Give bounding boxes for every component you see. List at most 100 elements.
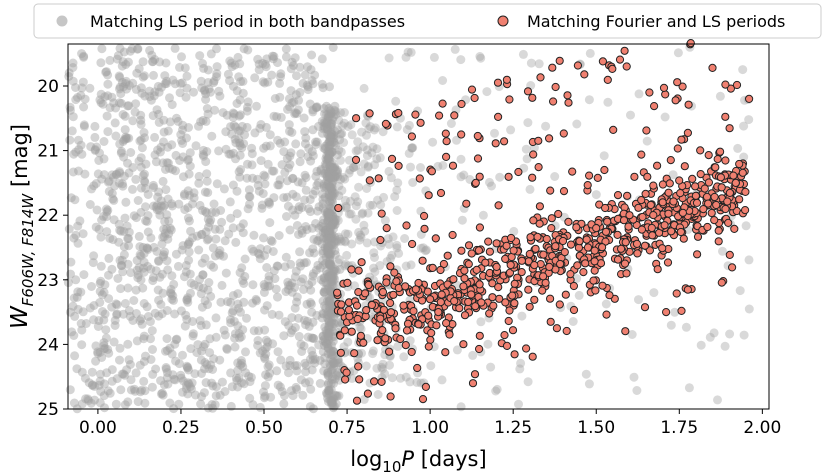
scatter-point: [460, 311, 470, 320]
scatter-point: [212, 44, 221, 54]
scatter-point: [375, 153, 385, 163]
scatter-point: [714, 237, 723, 246]
scatter-point: [96, 369, 105, 379]
scatter-point: [733, 143, 743, 153]
scatter-point: [529, 150, 538, 159]
scatter-point: [229, 316, 239, 326]
scatter-point: [326, 185, 336, 195]
scatter-point: [112, 309, 122, 319]
scatter-point: [225, 315, 235, 324]
scatter-point: [161, 165, 170, 174]
scatter-point: [320, 337, 330, 347]
scatter-point: [592, 224, 601, 233]
scatter-point: [310, 186, 320, 196]
scatter-point: [273, 347, 283, 357]
scatter-point: [325, 106, 335, 116]
scatter-point: [233, 289, 243, 299]
scatter-point: [96, 387, 106, 396]
scatter-point: [232, 99, 242, 108]
scatter-point: [324, 184, 334, 194]
scatter-point: [516, 358, 526, 368]
scatter-point: [373, 336, 382, 345]
scatter-point: [324, 189, 334, 199]
scatter-point: [182, 314, 192, 324]
scatter-point: [323, 217, 333, 227]
scatter-point: [154, 205, 164, 215]
scatter-point: [248, 280, 258, 290]
scatter-point: [468, 379, 478, 388]
scatter-point: [378, 288, 388, 297]
scatter-point: [115, 343, 125, 353]
scatter-point: [599, 151, 609, 161]
x-tick-label: 1.50: [577, 418, 615, 438]
scatter-point: [182, 361, 192, 371]
scatter-point: [483, 339, 493, 349]
scatter-point: [94, 380, 104, 390]
scatter-point: [267, 309, 277, 319]
scatter-point: [402, 221, 411, 230]
scatter-point: [184, 169, 194, 179]
scatter-point: [210, 251, 220, 261]
scatter-point: [77, 149, 87, 159]
scatter-point: [332, 370, 342, 380]
scatter-point: [288, 189, 298, 199]
scatter-point: [183, 239, 193, 249]
scatter-point: [263, 281, 273, 291]
scatter-point: [136, 314, 146, 324]
scatter-point: [162, 256, 172, 266]
scatter-point: [273, 292, 282, 302]
scatter-point: [102, 67, 111, 77]
scatter-point: [69, 149, 79, 159]
scatter-point: [159, 115, 169, 125]
scatter-point: [534, 163, 543, 172]
scatter-point: [299, 258, 309, 268]
scatter-point: [325, 140, 335, 150]
scatter-point: [202, 104, 212, 113]
scatter-point: [328, 219, 338, 228]
scatter-point: [154, 256, 164, 266]
scatter-point: [359, 338, 368, 347]
scatter-point: [150, 150, 160, 160]
scatter-point: [329, 130, 339, 140]
scatter-point: [315, 263, 325, 273]
scatter-point: [99, 344, 109, 354]
scatter-point: [323, 313, 333, 323]
scatter-point: [214, 248, 224, 258]
scatter-point: [80, 169, 90, 179]
scatter-point: [359, 220, 369, 230]
scatter-point: [147, 50, 157, 60]
scatter-point: [426, 361, 436, 371]
scatter-point: [325, 173, 335, 183]
scatter-point: [260, 325, 270, 335]
scatter-point: [100, 403, 109, 413]
scatter-point: [325, 324, 335, 334]
scatter-point: [326, 385, 336, 395]
scatter-point: [311, 265, 321, 275]
scatter-point: [226, 149, 236, 159]
scatter-point: [238, 362, 248, 372]
scatter-point: [329, 216, 339, 226]
scatter-point: [117, 261, 127, 270]
scatter-point: [208, 403, 218, 413]
scatter-point: [162, 79, 171, 89]
scatter-point: [125, 46, 135, 56]
scatter-point: [183, 213, 193, 223]
scatter-point: [128, 78, 138, 88]
scatter-point: [637, 196, 646, 205]
scatter-point: [129, 211, 139, 221]
scatter-point: [575, 237, 584, 246]
scatter-point: [270, 274, 280, 284]
scatter-point: [367, 148, 377, 158]
scatter-point: [536, 73, 545, 82]
scatter-point: [67, 327, 77, 337]
scatter-point: [574, 290, 584, 300]
scatter-point: [263, 362, 273, 372]
scatter-point: [488, 279, 497, 288]
scatter-point: [457, 215, 467, 225]
scatter-point: [239, 379, 249, 389]
scatter-point: [290, 361, 300, 371]
scatter-point: [621, 238, 630, 247]
scatter-point: [329, 188, 339, 198]
scatter-point: [352, 396, 362, 405]
scatter-point: [186, 344, 196, 354]
